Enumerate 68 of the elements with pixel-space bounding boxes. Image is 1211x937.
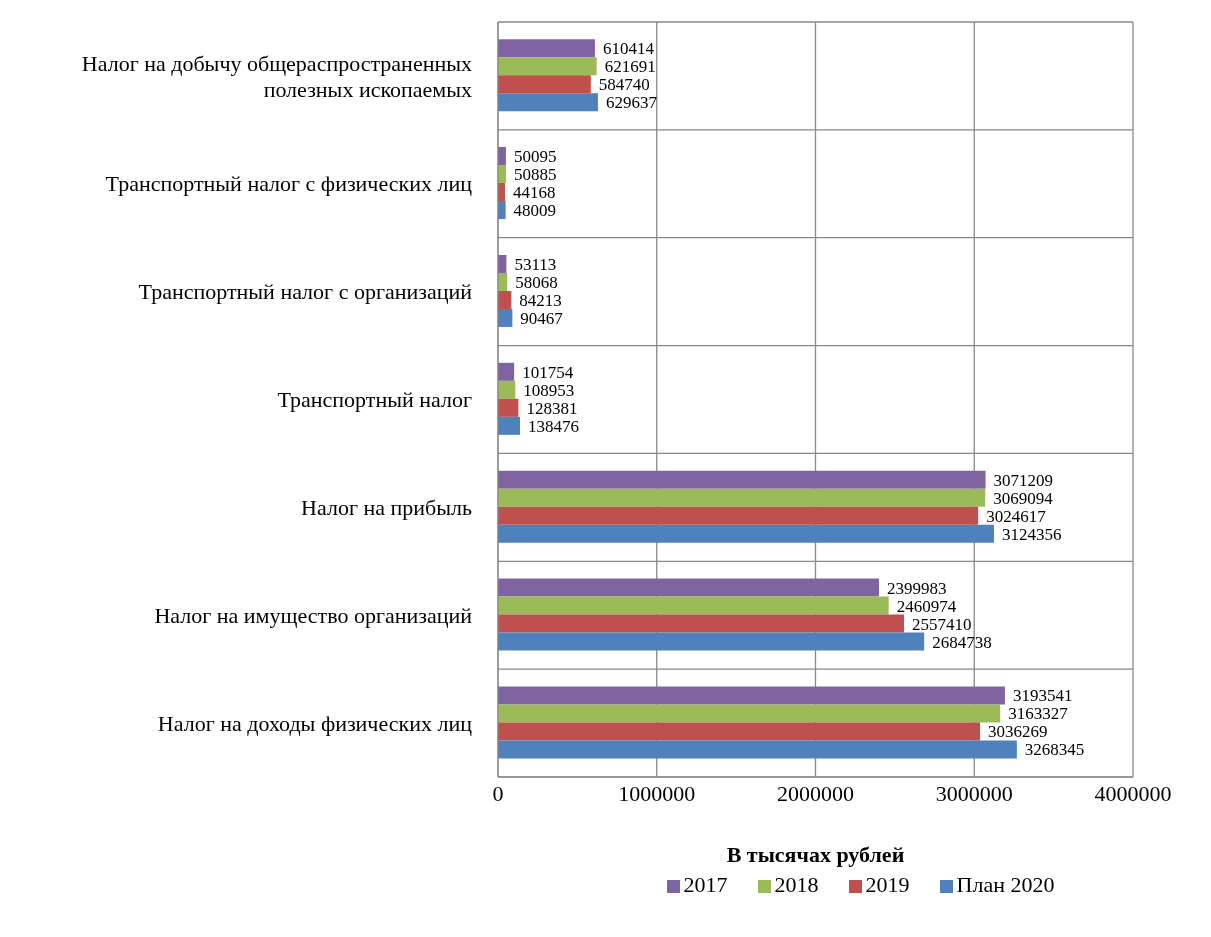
data-label: 2399983	[887, 578, 947, 598]
bar	[498, 470, 986, 489]
legend-label: План 2020	[956, 872, 1055, 897]
data-label: 610414	[602, 39, 655, 59]
data-label: 3069094	[993, 488, 1054, 508]
data-label: 128381	[526, 398, 578, 418]
data-label: 3124356	[1001, 524, 1062, 544]
bar	[498, 740, 1017, 759]
data-label: 44168	[513, 183, 556, 203]
bar	[498, 39, 595, 58]
data-label: 48009	[513, 201, 557, 221]
bar	[498, 596, 889, 615]
y-tick-label: Транспортный налог с физических лиц	[105, 171, 473, 197]
legend-label: 2017	[683, 872, 728, 897]
bar	[498, 75, 591, 94]
data-label: 3163327	[1008, 704, 1069, 724]
bar	[498, 362, 515, 381]
data-label: 108953	[523, 380, 575, 400]
x-tick-label: 2000000	[777, 780, 854, 806]
data-label: 53113	[514, 255, 557, 275]
y-tick-label: Транспортный налог с организаций	[138, 279, 473, 305]
data-label: 58068	[515, 273, 558, 293]
bar	[498, 290, 512, 309]
bar	[498, 93, 598, 112]
bar	[498, 488, 986, 507]
data-label: 3024617	[986, 506, 1047, 526]
x-tick-label: 1000000	[618, 780, 696, 806]
bar	[498, 416, 520, 435]
bar	[498, 506, 979, 525]
data-label: 3071209	[993, 470, 1054, 490]
data-label: 3036269	[988, 722, 1048, 742]
data-label: 50885	[514, 165, 557, 185]
bar	[498, 614, 904, 633]
y-tick-label: Транспортный налог	[277, 387, 472, 413]
bar	[498, 722, 981, 741]
y-tick-label: Налог на добычу общераспространенных полезных ископаемых	[81, 50, 472, 102]
data-label: 84213	[519, 291, 562, 311]
x-tick-label: 4000000	[1094, 780, 1172, 806]
bar	[498, 57, 597, 76]
data-label: 629637	[605, 93, 658, 113]
data-label: 138476	[527, 416, 579, 436]
bar	[498, 578, 879, 597]
legend-label: 2019	[865, 872, 910, 897]
x-tick-label: 3000000	[935, 780, 1013, 806]
bar	[498, 632, 925, 651]
data-label: 2557410	[911, 614, 972, 634]
bar	[498, 308, 513, 327]
bar	[498, 524, 994, 543]
bar	[498, 398, 519, 417]
x-tick-label: 0	[492, 780, 504, 806]
bar	[498, 201, 506, 220]
data-label: 2684738	[932, 632, 992, 652]
y-tick-label: Налог на прибыль	[301, 495, 472, 521]
bar	[498, 704, 1001, 723]
bar	[498, 686, 1005, 705]
y-tick-label: Налог на имущество организаций	[154, 602, 473, 628]
data-label: 2460974	[896, 596, 957, 616]
x-axis-title: В тысячах рублей	[726, 842, 905, 867]
data-label: 50095	[513, 147, 557, 167]
y-tick-label: Налог на доходы физических лиц	[157, 710, 473, 736]
data-label: 90467	[520, 309, 564, 329]
bar	[498, 380, 516, 399]
data-label: 101754	[522, 362, 574, 382]
data-label: 584740	[598, 75, 650, 95]
data-label: 3268345	[1024, 740, 1085, 760]
data-label: 621691	[604, 57, 656, 77]
legend-label: 2018	[774, 872, 819, 897]
data-label: 3193541	[1012, 686, 1073, 706]
